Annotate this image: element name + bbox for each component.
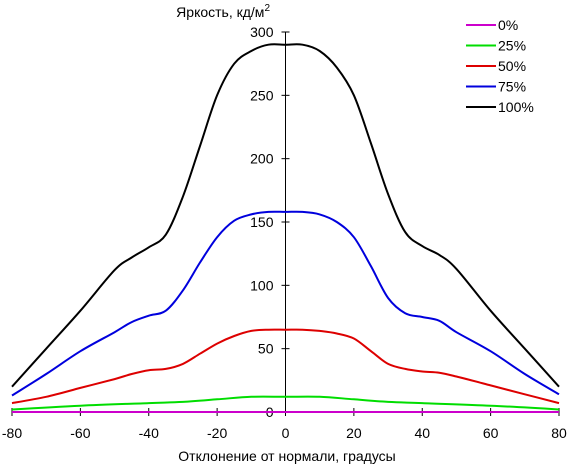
x-tick-label: -60 — [70, 425, 90, 441]
series-line-75pct — [11, 210, 560, 397]
legend: 0% 25% 50% 75% 100% — [466, 17, 534, 115]
legend-label: 50% — [498, 58, 526, 74]
y-tick-label: 50 — [258, 341, 274, 357]
x-tick-label: -20 — [207, 425, 227, 441]
x-tick-label: 20 — [346, 425, 362, 441]
x-tick-label: 60 — [483, 425, 499, 441]
legend-label: 75% — [498, 79, 526, 95]
x-tick-label: -80 — [2, 425, 22, 441]
x-tick-label: -40 — [139, 425, 159, 441]
y-tick-label: 100 — [250, 277, 274, 293]
x-tick-label: 0 — [282, 425, 290, 441]
legend-label: 25% — [498, 38, 526, 54]
x-axis-label: Отклонение от нормали, градусы — [178, 448, 395, 464]
legend-label: 0% — [498, 17, 518, 33]
series-line-25pct — [11, 395, 560, 411]
y-axis-label: Яркость, кд/м2 — [176, 3, 270, 20]
legend-label: 100% — [498, 99, 534, 115]
plot-area — [11, 43, 560, 414]
x-tick-label: 80 — [551, 425, 567, 441]
y-tick-label: 300 — [250, 24, 274, 40]
series-line-50pct — [11, 328, 560, 405]
y-tick-label: 250 — [250, 87, 274, 103]
series-line-100pct — [11, 43, 560, 388]
y-tick-label: 150 — [250, 214, 274, 230]
x-tick-label: 40 — [414, 425, 430, 441]
y-tick-label: 200 — [250, 151, 274, 167]
